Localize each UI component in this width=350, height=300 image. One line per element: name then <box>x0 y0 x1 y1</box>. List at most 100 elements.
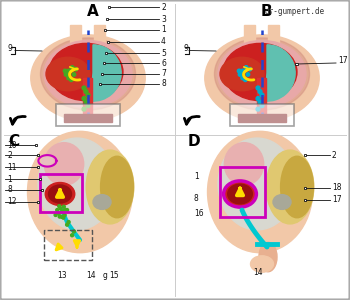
Text: C: C <box>8 134 20 149</box>
Circle shape <box>62 205 65 208</box>
Circle shape <box>244 78 247 82</box>
Text: 2: 2 <box>7 151 12 160</box>
Bar <box>304 154 306 156</box>
Bar <box>268 25 279 43</box>
Circle shape <box>74 68 77 71</box>
Text: 18: 18 <box>332 184 342 193</box>
Wedge shape <box>265 45 295 101</box>
Text: 15: 15 <box>109 271 119 280</box>
Ellipse shape <box>42 157 53 165</box>
Bar <box>106 18 108 20</box>
Circle shape <box>72 230 76 233</box>
Ellipse shape <box>220 57 264 91</box>
Ellipse shape <box>273 195 291 209</box>
Circle shape <box>58 215 61 218</box>
Ellipse shape <box>49 185 71 203</box>
Bar <box>44 230 92 260</box>
Circle shape <box>61 215 63 218</box>
Ellipse shape <box>228 184 252 204</box>
Text: 17: 17 <box>332 196 342 205</box>
Circle shape <box>54 214 57 216</box>
Ellipse shape <box>224 181 257 207</box>
Text: 8: 8 <box>7 185 12 194</box>
Ellipse shape <box>218 40 306 107</box>
Text: 11: 11 <box>7 163 16 172</box>
Bar <box>101 73 103 75</box>
Circle shape <box>258 90 262 94</box>
Bar <box>304 187 306 189</box>
Ellipse shape <box>218 138 296 230</box>
Text: 8: 8 <box>194 194 199 203</box>
Text: D: D <box>188 134 200 149</box>
Circle shape <box>72 73 76 76</box>
Text: 3: 3 <box>161 14 166 23</box>
Bar <box>64 114 112 122</box>
Circle shape <box>62 210 65 213</box>
Bar <box>220 167 265 217</box>
Text: 7: 7 <box>161 70 166 79</box>
Circle shape <box>244 66 248 69</box>
Ellipse shape <box>28 131 133 253</box>
Bar <box>37 166 39 168</box>
Ellipse shape <box>205 35 319 121</box>
Circle shape <box>260 104 264 107</box>
Circle shape <box>241 76 244 80</box>
Ellipse shape <box>86 150 134 224</box>
Ellipse shape <box>41 38 135 110</box>
Ellipse shape <box>224 143 264 185</box>
Text: 9: 9 <box>7 44 12 53</box>
Circle shape <box>237 69 241 73</box>
Circle shape <box>58 205 61 208</box>
Circle shape <box>248 68 251 71</box>
Circle shape <box>86 104 90 107</box>
Bar <box>40 174 82 212</box>
Text: 13: 13 <box>57 271 67 280</box>
Circle shape <box>65 208 69 211</box>
Ellipse shape <box>44 143 84 185</box>
Circle shape <box>62 216 65 219</box>
Circle shape <box>70 66 74 69</box>
Circle shape <box>82 107 86 111</box>
Circle shape <box>258 100 262 104</box>
Ellipse shape <box>215 38 309 110</box>
Circle shape <box>84 100 88 104</box>
Bar <box>105 52 107 54</box>
Text: 2: 2 <box>161 2 166 11</box>
Ellipse shape <box>251 256 273 272</box>
Text: 1: 1 <box>194 172 199 181</box>
Ellipse shape <box>266 150 314 224</box>
Circle shape <box>260 93 264 97</box>
Circle shape <box>82 86 86 90</box>
Circle shape <box>241 69 244 73</box>
Ellipse shape <box>45 182 75 206</box>
Circle shape <box>246 73 250 76</box>
Bar <box>295 62 298 65</box>
Circle shape <box>59 207 62 210</box>
Text: 4: 4 <box>161 38 166 46</box>
Circle shape <box>67 220 70 224</box>
Bar <box>238 114 286 122</box>
Text: g: g <box>103 271 107 280</box>
Text: 14: 14 <box>86 271 96 280</box>
Text: A: A <box>87 4 99 19</box>
Bar <box>39 178 41 180</box>
Circle shape <box>86 93 90 97</box>
Bar <box>37 154 39 156</box>
Circle shape <box>61 210 64 213</box>
Text: 8: 8 <box>161 80 166 88</box>
Bar <box>70 25 80 43</box>
Bar <box>108 6 110 8</box>
Text: 9: 9 <box>184 44 189 53</box>
Ellipse shape <box>208 131 313 253</box>
Bar <box>94 25 105 43</box>
Ellipse shape <box>223 44 297 100</box>
Circle shape <box>256 86 260 90</box>
Circle shape <box>56 208 59 211</box>
Circle shape <box>82 97 86 101</box>
Ellipse shape <box>259 242 277 272</box>
Circle shape <box>256 107 260 111</box>
Circle shape <box>84 90 88 94</box>
Ellipse shape <box>93 195 111 209</box>
Bar <box>99 83 101 85</box>
Bar <box>304 199 306 201</box>
